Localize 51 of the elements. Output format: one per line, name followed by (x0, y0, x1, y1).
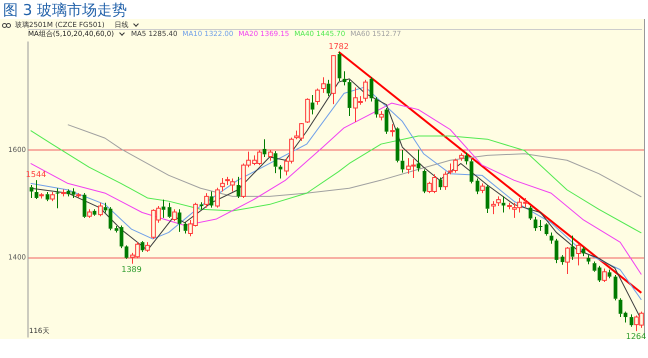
candlestick (370, 76, 374, 102)
candlestick (396, 126, 400, 163)
candlestick (470, 158, 474, 184)
candlestick (274, 150, 278, 174)
candlestick (310, 94, 314, 115)
candlestick (168, 202, 172, 218)
candlestick (554, 238, 558, 264)
candlestick (278, 164, 282, 180)
candlestick (464, 152, 468, 166)
candlestick (560, 254, 564, 266)
candlestick (582, 246, 586, 257)
candlestick (92, 208, 96, 216)
candlestick (586, 254, 590, 265)
candlestick (422, 168, 426, 194)
candlestick (374, 96, 378, 118)
candlestick (30, 184, 34, 198)
candlestick (384, 107, 388, 134)
candlestick (56, 188, 60, 209)
annotation: 1264 (626, 332, 646, 342)
candlestick (34, 180, 38, 200)
candlestick (348, 79, 352, 117)
candlestick (630, 314, 634, 328)
candlestick (338, 51, 342, 82)
candlestick (550, 232, 554, 244)
candlestick (544, 222, 548, 236)
candlestick (200, 202, 204, 210)
candlestick (162, 199, 166, 218)
candlestick (416, 148, 420, 172)
candlestick (210, 190, 214, 208)
candlestick (46, 192, 50, 202)
candlestick (236, 176, 240, 198)
candlestick (528, 206, 532, 221)
candlestick (178, 208, 182, 232)
candlestick (400, 149, 404, 174)
chart-title: 图 3 玻璃市场走势 (3, 1, 128, 20)
candlestick (486, 184, 490, 214)
candlestick (342, 70, 346, 86)
candlestick (326, 79, 330, 97)
candlestick (438, 176, 442, 190)
candlestick (614, 274, 618, 301)
candlestick (502, 196, 506, 214)
annotation: 1544 (26, 170, 46, 180)
annotation: 1782 (328, 42, 349, 51)
candlestick (608, 269, 612, 279)
candlestick (184, 222, 188, 234)
candlestick (476, 178, 480, 195)
candlestick (82, 192, 86, 218)
candlestick (262, 138, 266, 158)
candlestick (570, 235, 574, 260)
annotation: 1389 (121, 264, 142, 274)
candlestick (140, 240, 144, 252)
